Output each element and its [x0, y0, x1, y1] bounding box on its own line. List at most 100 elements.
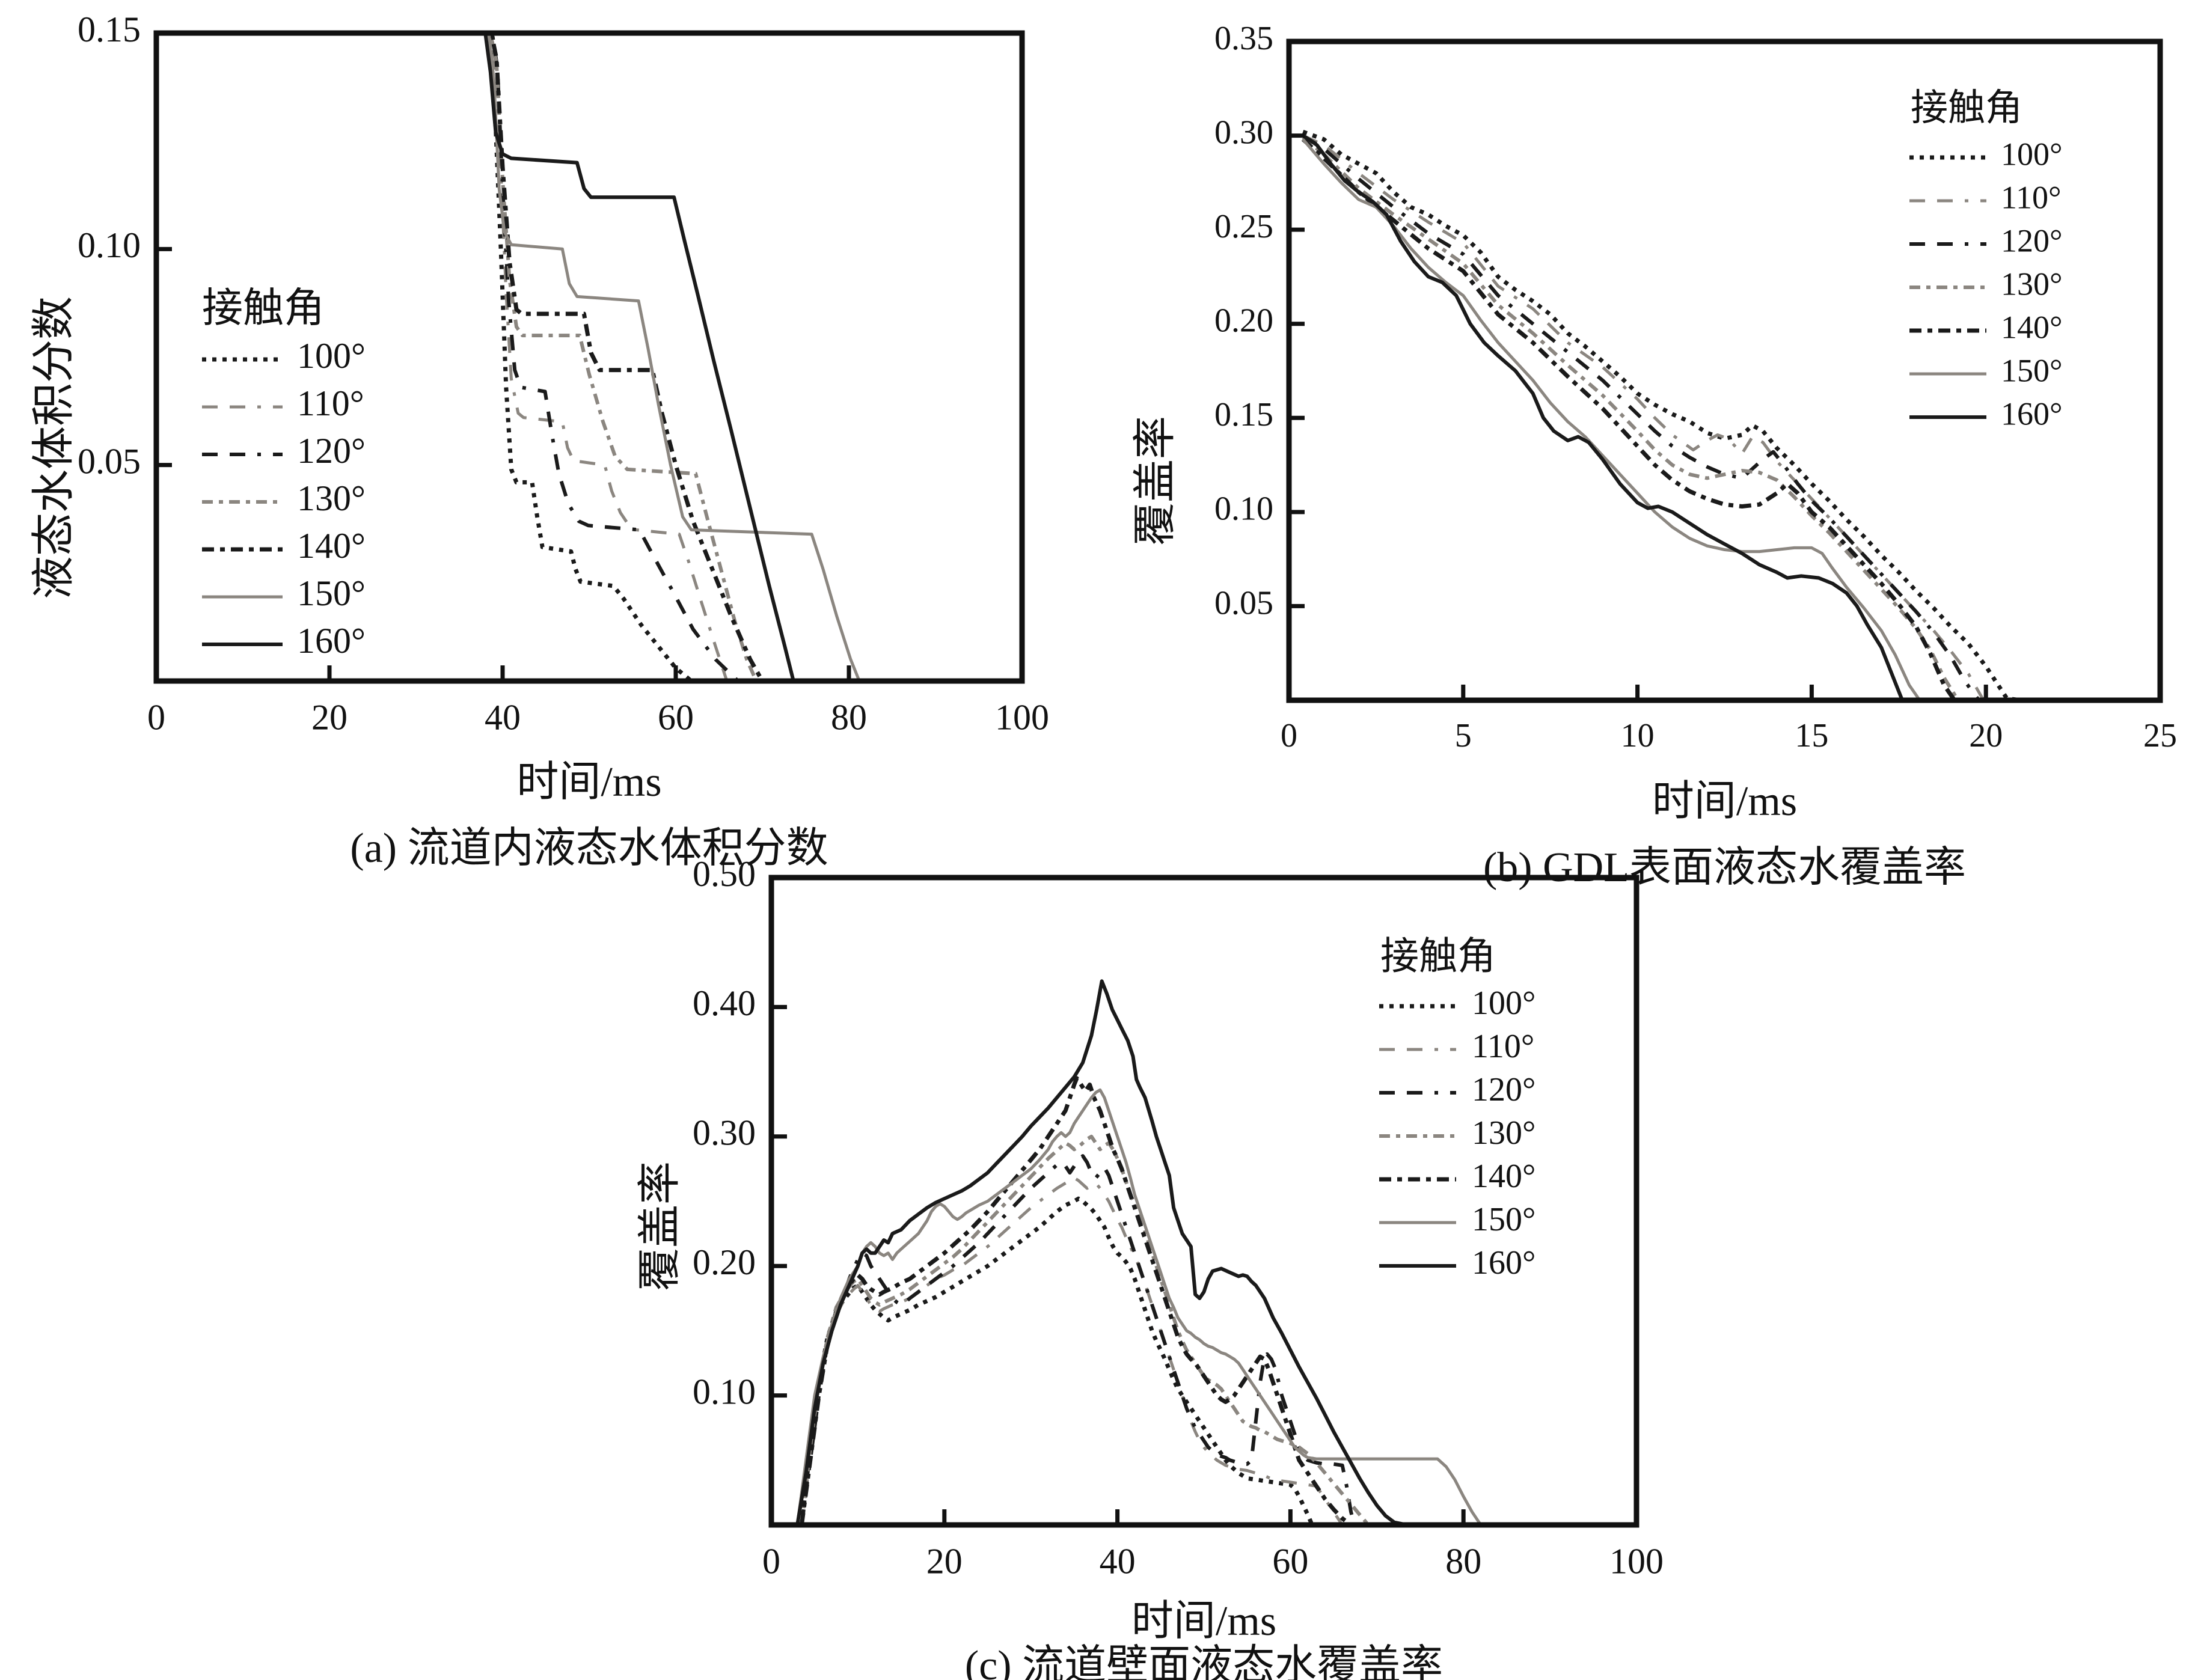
x-tick-label: 0: [147, 697, 165, 737]
x-tick-label: 100: [995, 697, 1049, 737]
axis-ticks: 0 5 10 15 20 25 0.05 0.10 0.15 0.20 0.25 0.30 0.35: [1214, 20, 2177, 754]
series-group: [795, 979, 1636, 1527]
chart-c-y-axis-label: 覆盖率: [635, 1161, 684, 1292]
legend: 接触角 100° 110° 120° 130° 140° 150° 160°: [1379, 935, 1535, 1281]
legend-label: 140°: [1472, 1158, 1535, 1195]
series-group: [1301, 130, 2160, 703]
x-tick-label: 40: [1100, 1541, 1136, 1581]
series-120deg-line: [1302, 134, 2160, 702]
legend-label: 120°: [2001, 222, 2063, 258]
series-100deg-line: [156, 31, 1022, 683]
legend-label: 150°: [2001, 352, 2063, 388]
x-tick-label: 100: [1609, 1541, 1664, 1581]
legend-label: 100°: [1472, 985, 1535, 1022]
chart-b-plot: 0 5 10 15 20 25 0.05 0.10 0.15 0.20 0.25 0.30 0.35 接触…: [1214, 20, 2177, 754]
legend-label: 150°: [1472, 1201, 1535, 1238]
chart-b-y-axis-label: 覆盖率: [1131, 415, 1180, 546]
series-110deg-line: [1302, 134, 2160, 702]
legend-label: 120°: [1472, 1071, 1535, 1108]
x-tick-label: 0: [1281, 717, 1297, 754]
legend-label: 110°: [1472, 1028, 1534, 1065]
series-160deg-line: [795, 979, 1636, 1527]
chart-a-x-axis-label: 时间/ms: [516, 759, 662, 805]
x-tick-label: 80: [1445, 1541, 1481, 1581]
chart-a-caption: (a) 流道内液态水体积分数: [350, 825, 828, 872]
chart-c-x-axis-label: 时间/ms: [1131, 1598, 1277, 1645]
x-tick-label: 0: [762, 1541, 780, 1581]
legend-label: 160°: [2001, 396, 2063, 432]
legend-label: 160°: [1472, 1244, 1535, 1281]
x-tick-label: 40: [485, 697, 521, 737]
y-tick-label: 0.15: [1214, 396, 1273, 433]
y-tick-label: 0.10: [693, 1372, 756, 1411]
legend-label: 130°: [2001, 266, 2063, 302]
legend-label: 150°: [297, 573, 366, 613]
y-tick-label: 0.30: [1214, 114, 1273, 151]
chart-b-caption: (b) GDL表面液态水覆盖率: [1483, 845, 1966, 891]
y-tick-label: 0.10: [78, 225, 141, 265]
legend-label: 100°: [297, 336, 366, 376]
chart-a-plot: 0 20 40 60 80 100 0.05 0.10 0.15 接触角 100° 110° 120° 1…: [78, 10, 1049, 738]
y-tick-label: 0.10: [1214, 490, 1273, 528]
legend-title: 接触角: [1380, 935, 1496, 978]
axis-ticks: 0 20 40 60 80 100 0.05 0.10 0.15: [78, 10, 1049, 738]
x-tick-label: 10: [1621, 717, 1655, 754]
legend-label: 120°: [297, 431, 366, 471]
y-tick-label: 0.05: [1214, 584, 1273, 622]
y-tick-label: 0.25: [1214, 208, 1273, 245]
series-140deg-line: [799, 1076, 1636, 1527]
plot-border: [1286, 38, 2163, 703]
y-tick-label: 0.15: [78, 10, 141, 49]
x-tick-label: 5: [1455, 717, 1472, 754]
y-tick-label: 0.05: [78, 441, 141, 481]
series-120deg-line: [800, 1154, 1636, 1527]
legend-label: 110°: [2001, 179, 2062, 215]
y-tick-label: 0.50: [693, 854, 756, 894]
legend-label: 140°: [297, 526, 366, 566]
series-160deg-line: [1302, 134, 2160, 702]
y-tick-label: 0.35: [1214, 20, 1273, 57]
legend-label: 110°: [297, 383, 364, 423]
legend-title: 接触角: [202, 286, 325, 331]
axis-ticks: 0 20 40 60 80 100 0.10 0.20 0.30 0.40 0.50: [693, 854, 1664, 1581]
chart-c-plot: 0 20 40 60 80 100 0.10 0.20 0.30 0.40 0.50 接触角 100° 1…: [693, 854, 1664, 1581]
legend-title: 接触角: [1911, 88, 2022, 129]
x-tick-label: 60: [1272, 1541, 1308, 1581]
legend: 接触角 100° 110° 120° 130° 140° 150° 160°: [1909, 88, 2063, 432]
series-group: [156, 31, 1022, 683]
x-tick-label: 15: [1795, 717, 1828, 754]
chart-c-caption: (c) 流道壁面液态水覆盖率: [964, 1643, 1444, 1680]
legend-label: 130°: [1472, 1114, 1535, 1152]
plot-border: [153, 30, 1025, 684]
series-110deg-line: [800, 1176, 1636, 1527]
series-150deg-line: [795, 1088, 1636, 1527]
series-130deg-line: [1302, 136, 2160, 702]
chart-c-canvas: 0 20 40 60 80 100 0.10 0.20 0.30 0.40 0.50 接触角 100° 1…: [693, 854, 1664, 1581]
x-tick-label: 20: [311, 697, 347, 737]
y-tick-label: 0.40: [693, 983, 756, 1023]
series-100deg-line: [799, 1196, 1636, 1527]
x-tick-label: 20: [926, 1541, 963, 1581]
legend: 接触角 100° 110° 120° 130° 140° 150° 160°: [202, 286, 366, 661]
chart-a-canvas: 0 20 40 60 80 100 0.05 0.10 0.15 接触角 100° 110° 120° 1…: [78, 10, 1049, 738]
y-tick-label: 0.20: [693, 1242, 756, 1282]
x-tick-label: 20: [1969, 717, 2003, 754]
chart-a-y-axis-label: 液态水体积分数: [29, 296, 78, 600]
x-tick-label: 25: [2143, 717, 2177, 754]
x-tick-label: 80: [831, 697, 867, 737]
y-tick-label: 0.20: [1214, 302, 1273, 340]
series-150deg-line: [1302, 138, 2160, 702]
legend-label: 140°: [2001, 309, 2063, 345]
legend-label: 160°: [297, 621, 366, 661]
plot-border: [768, 875, 1639, 1528]
series-100deg-line: [1302, 130, 2160, 703]
series-150deg-line: [156, 31, 1022, 683]
series-140deg-line: [156, 31, 1022, 683]
chart-b-x-axis-label: 时间/ms: [1652, 778, 1798, 825]
y-tick-label: 0.30: [693, 1113, 756, 1153]
series-160deg-line: [156, 31, 1022, 683]
chart-b-canvas: 0 5 10 15 20 25 0.05 0.10 0.15 0.20 0.25 0.30 0.35 接触…: [1214, 20, 2177, 754]
legend-label: 130°: [297, 478, 366, 518]
x-tick-label: 60: [658, 697, 694, 737]
